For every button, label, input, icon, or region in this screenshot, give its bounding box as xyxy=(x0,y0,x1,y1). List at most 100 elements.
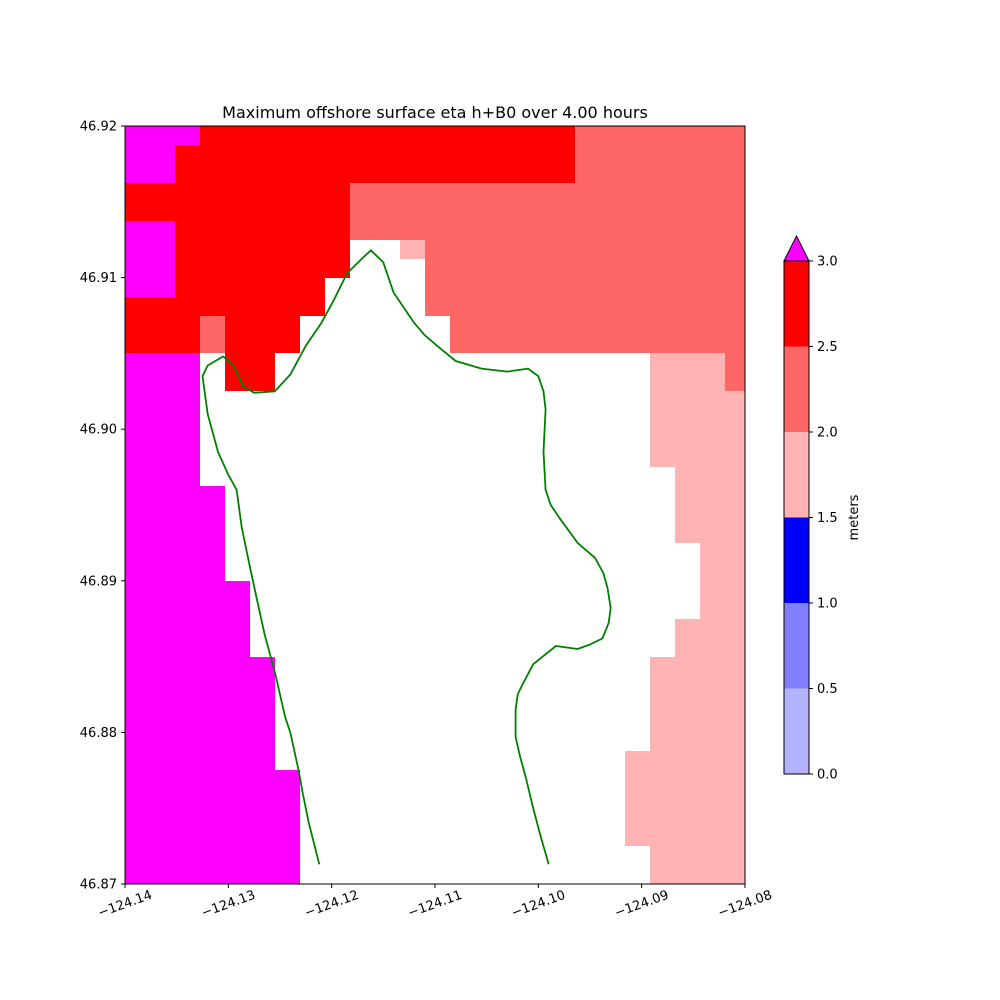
heatmap-cell xyxy=(725,657,745,676)
heatmap-cell xyxy=(300,145,325,164)
heatmap-cell xyxy=(525,334,550,353)
heatmap-cell xyxy=(650,657,675,676)
heatmap-cell xyxy=(150,486,175,505)
heatmap-cell xyxy=(175,297,200,316)
heatmap-cell xyxy=(700,429,725,448)
heatmap-cell xyxy=(225,827,250,846)
heatmap-cell xyxy=(250,259,275,278)
heatmap-cell xyxy=(600,145,625,164)
heatmap-cell xyxy=(725,353,745,372)
heatmap-cell xyxy=(150,581,175,600)
heatmap-cell xyxy=(700,808,725,827)
heatmap-cell xyxy=(225,202,250,221)
heatmap-cell xyxy=(250,694,275,713)
heatmap-cell xyxy=(200,562,225,581)
heatmap-cell xyxy=(525,297,550,316)
heatmap-cell xyxy=(325,145,350,164)
heatmap-cell xyxy=(225,713,250,732)
heatmap-cells xyxy=(125,126,745,884)
heatmap-cell xyxy=(725,619,745,638)
heatmap-cell xyxy=(150,732,175,751)
heatmap-cell xyxy=(625,334,650,353)
heatmap-cell xyxy=(700,353,725,372)
heatmap-cell xyxy=(150,713,175,732)
heatmap-cell xyxy=(550,145,575,164)
heatmap-cell xyxy=(250,334,275,353)
heatmap-cell xyxy=(375,221,400,240)
heatmap-cell xyxy=(200,126,225,145)
heatmap-cell xyxy=(675,278,700,297)
heatmap-cell xyxy=(700,126,725,145)
heatmap-cell xyxy=(550,126,575,145)
heatmap-cell xyxy=(300,221,325,240)
heatmap-cell xyxy=(700,789,725,808)
heatmap-cell xyxy=(175,164,200,183)
heatmap-cell xyxy=(725,846,745,865)
heatmap-cell xyxy=(550,334,575,353)
heatmap-cell xyxy=(175,334,200,353)
heatmap-cell xyxy=(200,694,225,713)
heatmap-cell xyxy=(650,751,675,770)
heatmap-cell xyxy=(125,259,150,278)
heatmap-cell xyxy=(675,391,700,410)
y-tick-label: 46.90 xyxy=(80,423,117,438)
heatmap-cell xyxy=(675,505,700,524)
heatmap-cell xyxy=(250,789,275,808)
heatmap-cell xyxy=(175,543,200,562)
heatmap-cell xyxy=(200,278,225,297)
heatmap-cell xyxy=(400,240,425,259)
heatmap-cell xyxy=(575,183,600,202)
heatmap-cell xyxy=(725,145,745,164)
heatmap-cell xyxy=(600,183,625,202)
heatmap-cell xyxy=(675,524,700,543)
heatmap-cell xyxy=(175,846,200,865)
heatmap-cell xyxy=(225,334,250,353)
heatmap-cell xyxy=(650,278,675,297)
heatmap-cell xyxy=(150,278,175,297)
heatmap-cell xyxy=(275,334,300,353)
heatmap-cell xyxy=(300,278,325,297)
heatmap-cell xyxy=(200,164,225,183)
heatmap-cell xyxy=(625,145,650,164)
heatmap-cell xyxy=(325,240,350,259)
heatmap-cell xyxy=(150,126,175,145)
heatmap-cell xyxy=(700,259,725,278)
heatmap-cell xyxy=(575,316,600,334)
heatmap-cell xyxy=(150,202,175,221)
heatmap-cell xyxy=(650,846,675,865)
shoreline-line xyxy=(201,249,612,865)
heatmap-cell xyxy=(625,316,650,334)
heatmap-cell xyxy=(575,126,600,145)
heatmap-cell xyxy=(225,638,250,657)
heatmap-cell xyxy=(450,259,475,278)
heatmap-cell xyxy=(650,808,675,827)
heatmap-cell xyxy=(425,145,450,164)
heatmap-cell xyxy=(700,316,725,334)
heatmap-cell xyxy=(475,126,500,145)
heatmap-cell xyxy=(500,221,525,240)
heatmap-cell xyxy=(250,751,275,770)
heatmap-cell xyxy=(700,410,725,429)
heatmap-cell xyxy=(425,202,450,221)
heatmap-cell xyxy=(275,145,300,164)
heatmap-cell xyxy=(225,789,250,808)
heatmap-cell xyxy=(175,524,200,543)
heatmap-cell xyxy=(125,183,150,202)
heatmap-cell xyxy=(475,202,500,221)
heatmap-cell xyxy=(700,391,725,410)
heatmap-cell xyxy=(200,334,225,353)
heatmap-cell xyxy=(150,505,175,524)
heatmap-cell xyxy=(425,259,450,278)
heatmap-cell xyxy=(275,770,300,789)
heatmap-cell xyxy=(225,297,250,316)
heatmap-cell xyxy=(475,278,500,297)
heatmap-cell xyxy=(175,600,200,619)
heatmap-cell xyxy=(725,694,745,713)
heatmap-cell xyxy=(150,789,175,808)
heatmap-cell xyxy=(600,221,625,240)
heatmap-cell xyxy=(700,202,725,221)
heatmap-cell xyxy=(350,183,375,202)
heatmap-cell xyxy=(125,524,150,543)
heatmap-cell xyxy=(175,770,200,789)
heatmap-cell xyxy=(675,126,700,145)
